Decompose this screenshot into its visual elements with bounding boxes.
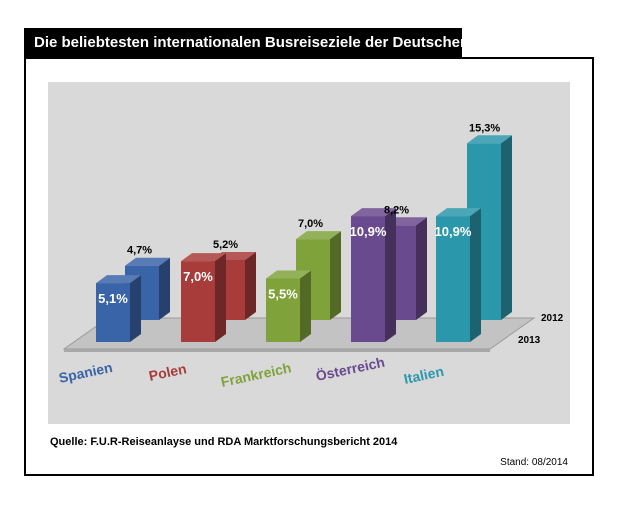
bar-2013-3-side [385, 208, 396, 342]
data-label-2013-4: 10,9% [435, 224, 472, 239]
bar-2013-2-side [300, 270, 311, 342]
chart-title: Die beliebtesten internationalen Busreis… [24, 28, 469, 58]
series-label-2012: 2012 [541, 313, 564, 324]
category-label-1: Polen [147, 360, 188, 384]
bar-2013-3 [351, 216, 385, 342]
bar-2013-4 [436, 216, 470, 342]
data-label-2012-1: 5,2% [213, 239, 238, 251]
source-note: Quelle: F.U.R-Reiseanlayse und RDA Markt… [50, 436, 398, 448]
bar-2012-3-side [416, 217, 427, 320]
bar-2012-4-top [467, 135, 512, 144]
bar-2012-0-side [159, 257, 170, 320]
bar-2013-1-side [215, 253, 226, 342]
bar-2012-4-side [501, 135, 512, 320]
bars-group [96, 135, 512, 342]
data-label-2013-2: 5,5% [268, 286, 298, 301]
bar-2012-2-side [330, 231, 341, 320]
bar-2012-1-side [245, 251, 256, 320]
data-label-2013-1: 7,0% [183, 269, 213, 284]
bar-2013-4-top [436, 208, 481, 217]
bar-2013-2 [266, 278, 300, 342]
data-label-2013-0: 5,1% [98, 291, 128, 306]
bar-2013-0-side [130, 275, 141, 342]
bar-2013-0 [96, 283, 130, 342]
bar-2012-2-top [296, 231, 341, 240]
bar-2012-0-top [125, 257, 170, 266]
chart-floor-edge [64, 349, 490, 352]
data-label-2013-3: 10,9% [350, 224, 387, 239]
bar-2013-3-top [351, 208, 396, 217]
date-stamp: Stand: 08/2014 [500, 457, 568, 468]
data-label-2012-2: 7,0% [298, 218, 323, 230]
data-label-2012-3: 8,2% [384, 204, 409, 216]
bar-2013-1 [181, 261, 215, 342]
bar-2013-2-top [266, 270, 311, 279]
data-label-2012-4: 15,3% [469, 122, 500, 134]
series-label-2013: 2013 [518, 335, 541, 346]
bar-2013-1-top [181, 253, 226, 262]
bar-2013-4-side [470, 208, 481, 342]
data-label-2012-0: 4,7% [127, 245, 152, 257]
bar-2013-0-top [96, 275, 141, 284]
